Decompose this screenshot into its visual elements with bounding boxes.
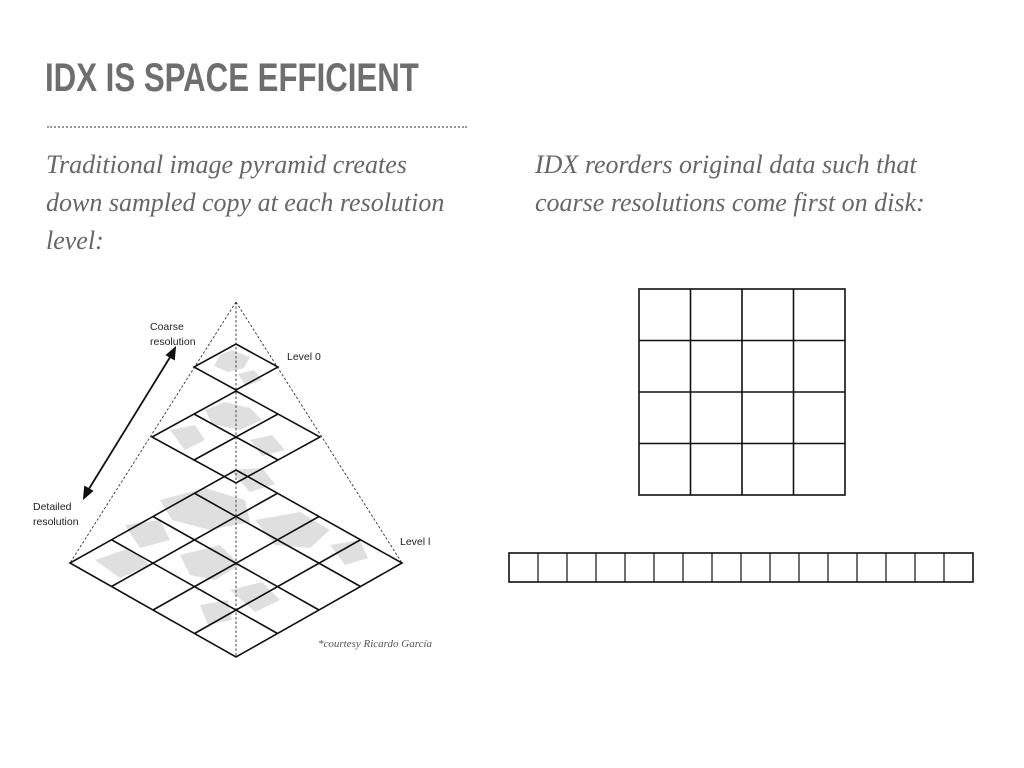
pyramid-outline	[69, 301, 403, 657]
pyramid-level-l-grid	[68, 469, 404, 658]
idx-linear-strip	[508, 552, 974, 583]
right-column-text: IDX reorders original data such that coa…	[535, 150, 925, 217]
coarse-resolution-label-line1: Coarse	[150, 321, 184, 333]
pyramid-map-shading	[95, 350, 368, 625]
resolution-arrow	[82, 345, 177, 501]
pyramid-level-0-tile	[192, 343, 280, 391]
left-column-text: Traditional image pyramid creates down s…	[46, 150, 445, 255]
pyramid-level-1-grid	[150, 390, 322, 484]
detailed-resolution-label-line2: resolution	[33, 516, 79, 528]
image-pyramid-figure: Coarse resolution Detailed resolution Le…	[33, 301, 433, 658]
title-divider	[47, 126, 467, 128]
level-0-label: Level 0	[287, 351, 321, 363]
detailed-resolution-label-line1: Detailed	[33, 501, 72, 513]
figure-credit: *courtesy Ricardo García	[318, 638, 433, 650]
coarse-resolution-label-line2: resolution	[150, 336, 196, 348]
idx-4x4-grid	[638, 288, 846, 496]
slide-title: IDX IS SPACE EFFICIENT	[45, 56, 419, 100]
level-l-label: Level l	[400, 536, 430, 548]
